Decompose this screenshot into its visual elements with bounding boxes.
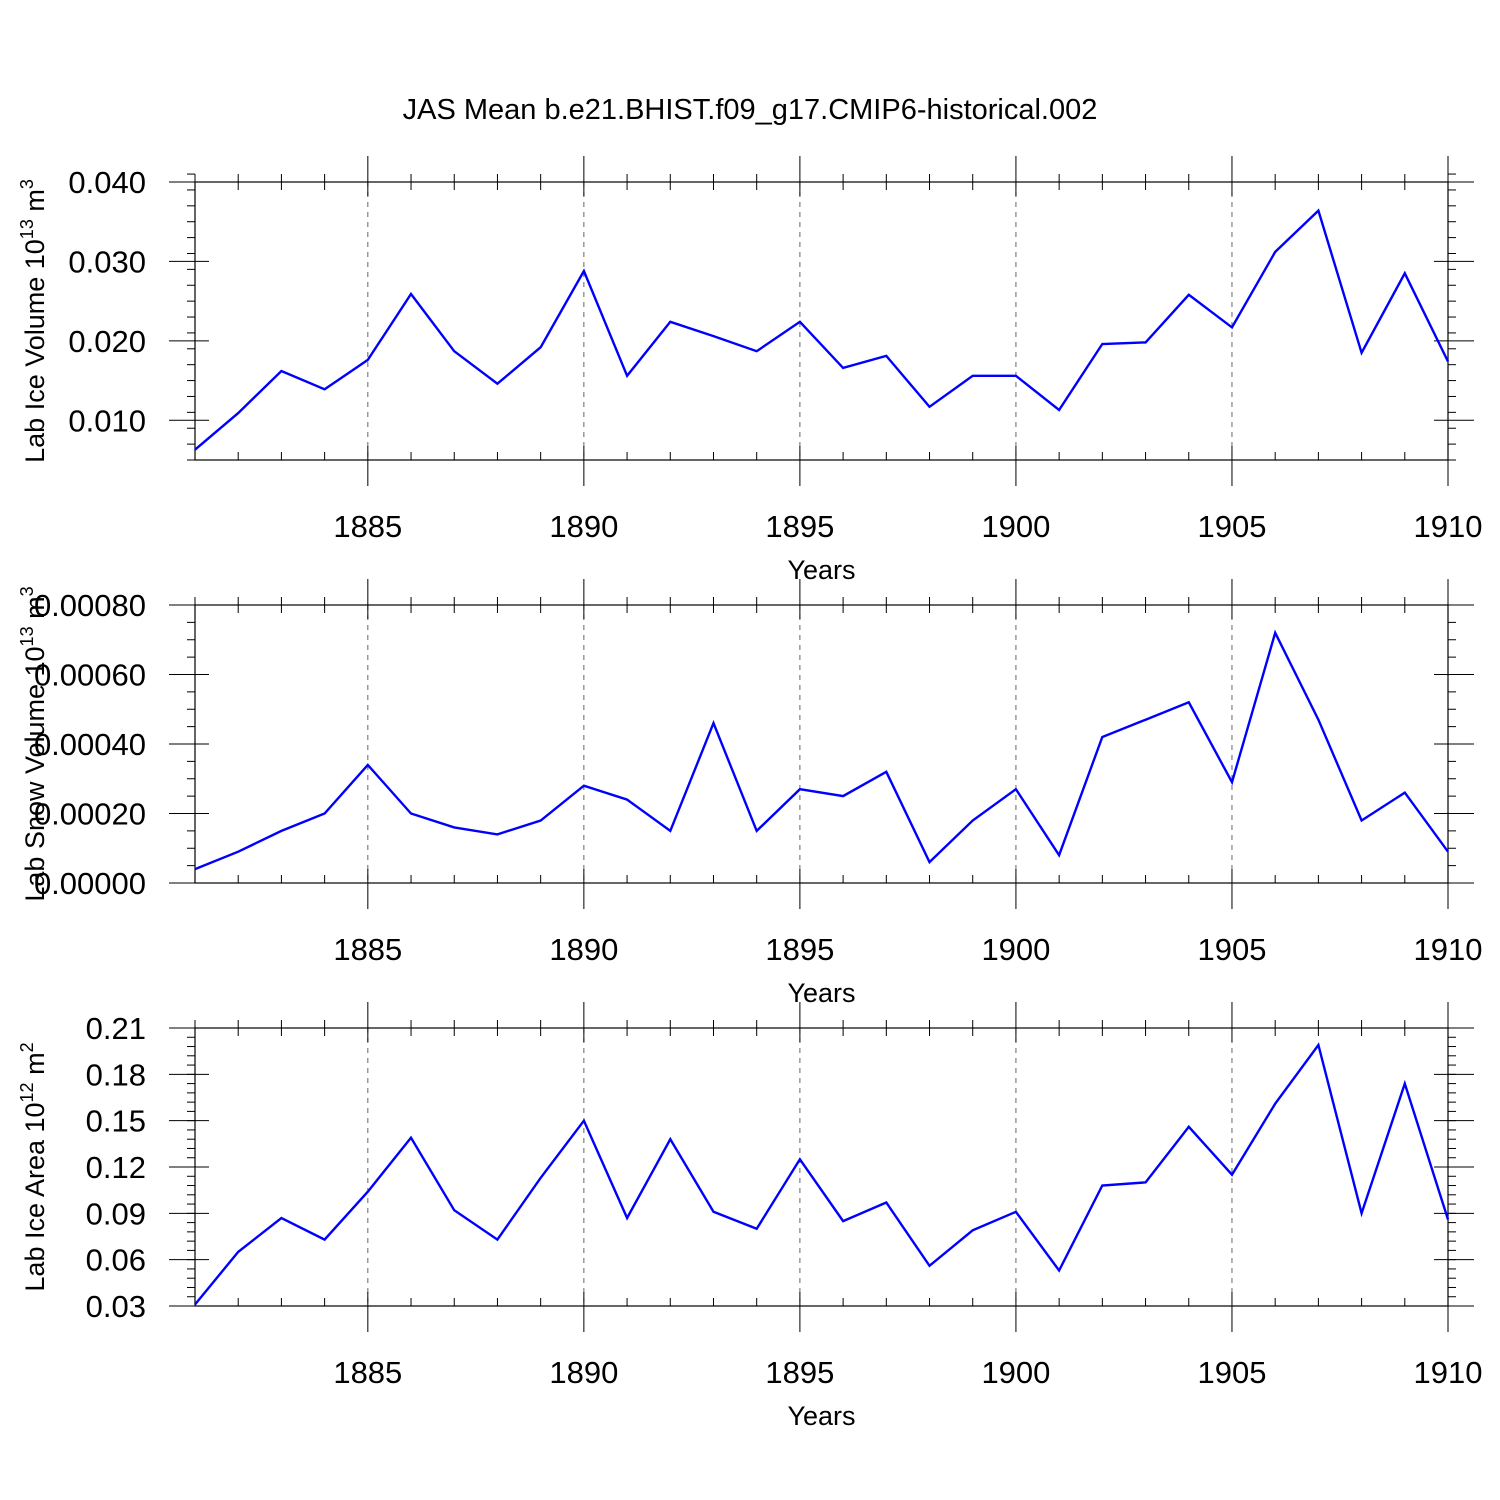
plot-frame: [194, 1027, 1449, 1307]
x-tick-label: 1885: [333, 1355, 402, 1390]
x-tick-label: 1900: [981, 1355, 1050, 1390]
plot-frame: [194, 604, 1449, 884]
x-tick-label: 1895: [765, 1355, 834, 1390]
plot-frame: [194, 181, 1449, 461]
x-tick-label: 1905: [1197, 509, 1266, 544]
y-axis-title: Lab Ice Volume 1013 m3: [17, 179, 50, 463]
x-axis-title: Years: [787, 555, 855, 585]
y-tick-label: 0.00080: [34, 588, 146, 623]
panel-1: 0.010 0.020 0.030 0.040 1885 1890 1895 1900 1905…: [17, 156, 1482, 585]
x-tick-label: 1890: [549, 509, 618, 544]
x-tick-label: 1890: [549, 1355, 618, 1390]
x-tick-label: 1910: [1414, 932, 1483, 967]
x-tick-label: 1900: [981, 932, 1050, 967]
x-axis-title: Years: [787, 978, 855, 1008]
x-tick-label: 1900: [981, 509, 1050, 544]
x-tick-label: 1910: [1414, 1355, 1483, 1390]
figure-title: JAS Mean b.e21.BHIST.f09_g17.CMIP6-histo…: [403, 94, 1098, 126]
x-tick-label: 1885: [333, 932, 402, 967]
series-line: [194, 1042, 1450, 1306]
y-tick-label: 0.00060: [34, 658, 146, 693]
y-tick-label: 0.03: [86, 1289, 146, 1324]
y-tick-label: 0.18: [86, 1057, 146, 1092]
x-tick-label: 1885: [333, 509, 402, 544]
x-tick-label: 1890: [549, 932, 618, 967]
panel-3: 0.03 0.06 0.09 0.12 0.15 0.18 0.21 1885 1890 1895…: [17, 1002, 1482, 1431]
y-tick-label: 0.040: [68, 165, 146, 200]
series-line: [194, 208, 1450, 451]
series-line: [194, 629, 1449, 871]
x-tick-label: 1895: [765, 932, 834, 967]
x-tick-label: 1910: [1414, 509, 1483, 544]
x-tick-label: 1905: [1197, 932, 1266, 967]
y-axis-title: Lab Ice Area 1012 m2: [17, 1042, 50, 1291]
y-tick-label: 0.00000: [34, 866, 146, 901]
y-tick-label: 0.010: [68, 403, 146, 438]
y-tick-label: 0.12: [86, 1150, 146, 1185]
y-axis-title: Lab Snow Volume 1013 m3: [17, 586, 50, 901]
y-tick-label: 0.020: [68, 324, 146, 359]
y-tick-label: 0.09: [86, 1196, 146, 1231]
y-tick-label: 0.030: [68, 244, 146, 279]
y-tick-label: 0.00040: [34, 727, 146, 762]
x-axis-title: Years: [787, 1401, 855, 1431]
x-tick-label: 1905: [1197, 1355, 1266, 1390]
y-tick-label: 0.00020: [34, 797, 146, 832]
x-tick-label: 1895: [765, 509, 834, 544]
panel-2: 0.00000 0.00020 0.00040 0.00060 0.00080 1885 1…: [17, 579, 1482, 1008]
panels: 0.010 0.020 0.030 0.040 1885 1890 1895 1900 1905…: [17, 156, 1482, 1431]
y-tick-label: 0.15: [86, 1104, 146, 1139]
y-tick-label: 0.06: [86, 1243, 146, 1278]
y-tick-label: 0.21: [86, 1011, 146, 1046]
